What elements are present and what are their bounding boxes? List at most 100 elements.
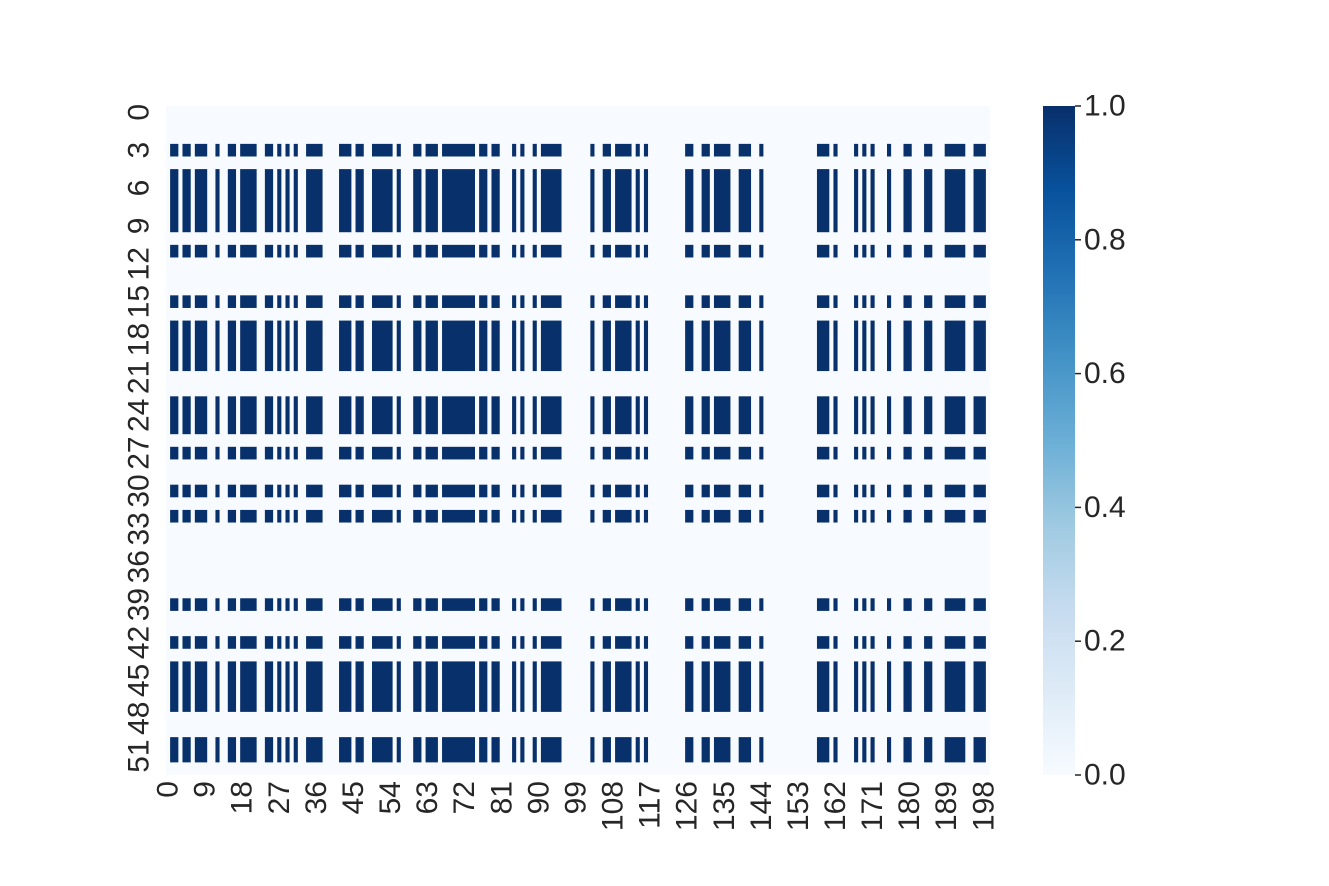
heatmap-cell-block xyxy=(264,661,274,712)
heatmap-cell-block xyxy=(442,396,475,435)
heatmap-cell-block xyxy=(590,295,595,308)
heatmap-cell-block xyxy=(194,143,208,157)
heatmap-cell-block xyxy=(540,244,562,258)
heatmap-cell-block xyxy=(442,636,475,649)
heatmap-cell-block xyxy=(590,320,595,372)
heatmap-cell-block xyxy=(532,484,537,498)
heatmap-cell-block xyxy=(701,598,710,611)
heatmap-cell-block xyxy=(887,446,892,460)
heatmap-cell-block xyxy=(372,244,393,258)
heatmap-cell-block xyxy=(759,484,764,498)
heatmap-cell-block xyxy=(442,446,475,460)
heatmap-cell-block xyxy=(479,169,488,233)
heatmap-cell-block xyxy=(491,169,500,233)
heatmap-cell-block xyxy=(479,737,488,763)
x-tick-label: 81 xyxy=(485,781,518,814)
heatmap-cell-block xyxy=(277,295,282,308)
heatmap-cell-block xyxy=(339,295,352,308)
heatmap-cell-block xyxy=(306,636,323,649)
heatmap-cell-block xyxy=(701,636,710,649)
x-tick-label: 153 xyxy=(782,781,815,831)
heatmap-cell-block xyxy=(413,636,422,649)
heatmap-cell-block xyxy=(240,598,257,611)
heatmap-cell-block xyxy=(816,169,830,233)
heatmap-cell-block xyxy=(520,244,525,258)
heatmap-cell-block xyxy=(924,295,933,308)
y-tick-label: 0 xyxy=(123,104,156,121)
heatmap-cell-block xyxy=(903,509,912,523)
heatmap-cell-block xyxy=(887,396,892,435)
heatmap-cell-block xyxy=(372,636,393,649)
colorbar-tick-label: 0.4 xyxy=(1084,491,1126,524)
heatmap-cell-block xyxy=(602,295,611,308)
heatmap-cell-block xyxy=(264,446,274,460)
heatmap-cell-block xyxy=(944,661,966,712)
heatmap-cell-block xyxy=(277,509,282,523)
heatmap-cell-block xyxy=(615,320,632,372)
heatmap-cell-block xyxy=(520,636,525,649)
heatmap-cell-block xyxy=(285,509,290,523)
x-tick-label: 189 xyxy=(930,781,963,831)
heatmap-cell-block xyxy=(685,143,694,157)
heatmap-cell-block xyxy=(862,244,867,258)
heatmap-cell-block xyxy=(532,509,537,523)
heatmap-cell-block xyxy=(635,598,640,611)
y-tick-label: 39 xyxy=(123,588,156,621)
heatmap-cell-block xyxy=(973,320,986,372)
heatmap-cell-block xyxy=(643,737,649,763)
y-tick-label: 27 xyxy=(123,436,156,469)
heatmap-cell-block xyxy=(540,396,562,435)
heatmap-cell-block xyxy=(862,636,867,649)
heatmap-cell-block xyxy=(635,737,640,763)
heatmap-cell-block xyxy=(372,169,393,233)
heatmap-cell-block xyxy=(540,737,562,763)
heatmap-cell-block xyxy=(512,661,517,712)
heatmap-cell-block xyxy=(182,295,191,308)
heatmap-cell-block xyxy=(355,484,364,498)
heatmap-cell-block xyxy=(293,446,298,460)
heatmap-cell-block xyxy=(491,598,500,611)
heatmap-cell-block xyxy=(413,446,422,460)
heatmap-cell-block xyxy=(816,320,830,372)
heatmap-cell-block xyxy=(870,244,875,258)
heatmap-cell-block xyxy=(264,295,274,308)
x-tick-label: 54 xyxy=(374,781,407,814)
heatmap-cell-block xyxy=(355,661,364,712)
heatmap-cell-block xyxy=(887,636,892,649)
heatmap-cell-block xyxy=(306,295,323,308)
heatmap-cell-block xyxy=(285,244,290,258)
heatmap-cell-block xyxy=(713,598,731,611)
heatmap-cell-block xyxy=(854,320,859,372)
heatmap-cell-block xyxy=(227,143,237,157)
heatmap-cell-block xyxy=(816,636,830,649)
heatmap-cell-block xyxy=(635,509,640,523)
heatmap-cell-block xyxy=(973,169,986,233)
heatmap-cell-block xyxy=(532,598,537,611)
heatmap-cell-block xyxy=(215,143,220,157)
heatmap-cell-block xyxy=(240,446,257,460)
y-tick-label: 45 xyxy=(123,664,156,697)
heatmap-cell-block xyxy=(643,244,649,258)
heatmap-cell-block xyxy=(924,636,933,649)
heatmap-cell-block xyxy=(713,737,731,763)
heatmap-cell-block xyxy=(293,737,298,763)
heatmap-cell-block xyxy=(396,244,401,258)
heatmap-cell-block xyxy=(339,244,352,258)
heatmap-cell-block xyxy=(264,396,274,435)
y-tick-label: 24 xyxy=(123,399,156,432)
heatmap-cell-block xyxy=(532,446,537,460)
heatmap-cell-block xyxy=(227,598,237,611)
heatmap-cell-block xyxy=(512,143,517,157)
heatmap-cell-block xyxy=(215,396,220,435)
heatmap-cell-block xyxy=(759,320,764,372)
heatmap-cell-block xyxy=(870,737,875,763)
heatmap-cell-block xyxy=(944,396,966,435)
heatmap-cell-block xyxy=(540,169,562,233)
heatmap-cell-block xyxy=(532,737,537,763)
heatmap-cell-block xyxy=(590,737,595,763)
heatmap-cell-block xyxy=(520,446,525,460)
heatmap-cell-block xyxy=(442,244,475,258)
heatmap-cell-block xyxy=(862,295,867,308)
heatmap-cell-block xyxy=(973,737,986,763)
